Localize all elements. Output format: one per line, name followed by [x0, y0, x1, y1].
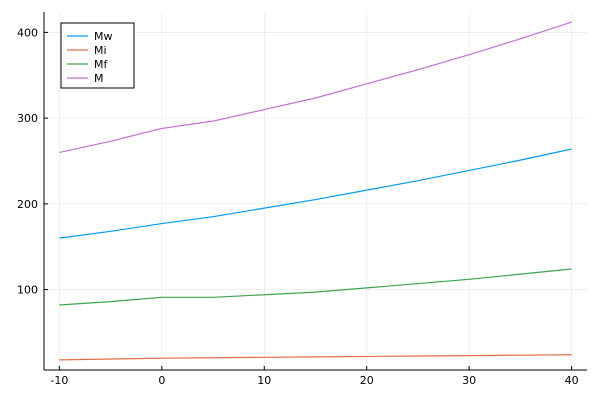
legend-label: Mf [94, 58, 108, 71]
x-tick-label: 40 [565, 374, 579, 387]
x-tick-label: 30 [462, 374, 476, 387]
line-series [59, 354, 572, 361]
x-tick-label: -10 [50, 374, 68, 387]
legend-label: Mi [94, 44, 107, 57]
x-tick-label: 10 [257, 374, 271, 387]
y-tick-label: 300 [17, 112, 38, 125]
x-tick-label: 0 [158, 374, 165, 387]
y-tick-label: 100 [17, 284, 38, 297]
line-series [59, 148, 572, 239]
y-tick-label: 200 [17, 198, 38, 211]
legend-label: Mw [94, 30, 113, 43]
legend-label: M [94, 72, 104, 85]
y-tick-label: 400 [17, 26, 38, 39]
legend-box [60, 22, 135, 89]
line-series [59, 21, 572, 154]
line-series [59, 268, 572, 306]
x-tick-label: 20 [360, 374, 374, 387]
